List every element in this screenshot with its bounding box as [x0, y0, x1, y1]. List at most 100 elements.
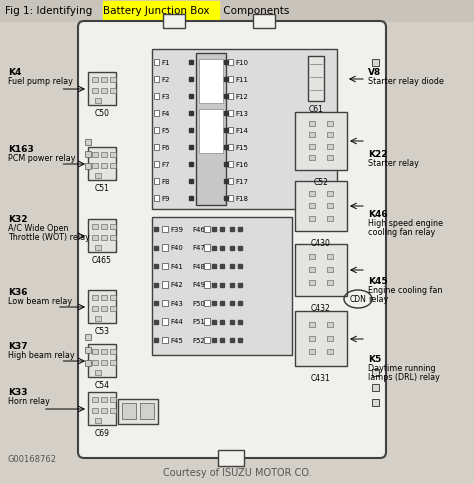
Bar [154, 178, 159, 184]
Bar [327, 268, 333, 272]
Bar [253, 15, 275, 29]
Text: K37: K37 [8, 341, 27, 350]
Bar [95, 317, 101, 321]
Bar [228, 127, 234, 133]
Bar [92, 408, 98, 413]
Bar [295, 311, 347, 366]
Bar [92, 397, 98, 402]
Bar [310, 156, 315, 161]
Bar [162, 337, 168, 343]
Bar [204, 244, 210, 251]
Bar [196, 54, 226, 206]
Bar [228, 144, 234, 150]
Bar [162, 300, 168, 306]
Text: F17: F17 [235, 179, 248, 184]
Bar [308, 57, 324, 102]
Text: F40: F40 [170, 245, 183, 251]
Text: F51: F51 [192, 319, 205, 325]
Bar [163, 15, 185, 29]
Text: relay: relay [368, 294, 388, 303]
Text: F16: F16 [235, 162, 248, 167]
Bar [110, 78, 116, 83]
Bar [110, 306, 116, 311]
Bar [204, 226, 210, 232]
Bar [310, 191, 315, 196]
Bar [92, 164, 98, 168]
Text: Battery Junction Box: Battery Junction Box [103, 6, 210, 16]
Bar [88, 392, 116, 425]
Bar [101, 306, 107, 311]
Text: F3: F3 [161, 94, 170, 100]
Bar [85, 151, 91, 158]
Bar [228, 60, 234, 65]
Text: F2: F2 [161, 77, 169, 83]
Bar [101, 397, 107, 402]
Text: C50: C50 [94, 109, 109, 118]
Text: Courtesy of ISUZU MOTOR CO.: Courtesy of ISUZU MOTOR CO. [163, 467, 311, 477]
Bar [101, 295, 107, 301]
Bar [162, 281, 168, 288]
Bar [92, 89, 98, 94]
Text: High speed engine: High speed engine [368, 219, 443, 227]
Text: K4: K4 [8, 68, 21, 77]
Bar [110, 89, 116, 94]
Bar [327, 349, 333, 354]
Text: K32: K32 [8, 214, 27, 224]
Bar [85, 334, 91, 340]
Text: F50: F50 [192, 301, 205, 306]
Text: F1: F1 [161, 60, 170, 66]
Bar [228, 110, 234, 116]
Text: F44: F44 [170, 319, 183, 325]
Text: Throttle (WOT) relay: Throttle (WOT) relay [8, 232, 90, 242]
Bar [154, 60, 159, 65]
Text: Low beam relay: Low beam relay [8, 296, 72, 305]
Text: F7: F7 [161, 162, 170, 167]
Text: K163: K163 [8, 145, 34, 154]
Bar [372, 399, 379, 406]
Text: F42: F42 [170, 282, 183, 288]
Bar [204, 281, 210, 288]
Text: PCM power relay: PCM power relay [8, 154, 75, 163]
Text: F52: F52 [192, 337, 205, 343]
Text: F49: F49 [192, 282, 205, 288]
Text: C431: C431 [311, 373, 331, 382]
Text: A/C Wide Open: A/C Wide Open [8, 224, 69, 232]
Text: F12: F12 [235, 94, 248, 100]
Text: K46: K46 [368, 210, 388, 219]
Bar [92, 78, 98, 83]
Text: C465: C465 [92, 256, 112, 264]
Text: K45: K45 [368, 276, 388, 286]
Bar [110, 360, 116, 365]
Bar [327, 156, 333, 161]
Bar [162, 263, 168, 270]
Bar [327, 322, 333, 327]
Bar [118, 399, 158, 424]
Bar [310, 216, 315, 221]
Text: C52: C52 [314, 178, 328, 187]
Text: C430: C430 [311, 239, 331, 247]
Bar [154, 127, 159, 133]
Text: C51: C51 [94, 183, 109, 193]
Bar [327, 336, 333, 341]
Bar [228, 178, 234, 184]
Bar [310, 322, 315, 327]
Text: F6: F6 [161, 145, 170, 151]
Bar [310, 268, 315, 272]
Bar [152, 50, 337, 210]
Bar [372, 384, 379, 391]
Bar [101, 78, 107, 83]
Text: F9: F9 [161, 196, 170, 201]
Bar [95, 174, 101, 179]
Bar [310, 121, 315, 126]
Text: F8: F8 [161, 179, 170, 184]
Bar [101, 349, 107, 354]
Text: Starter relay diode: Starter relay diode [368, 77, 444, 86]
Text: F45: F45 [170, 337, 183, 343]
Bar [101, 236, 107, 241]
Bar [95, 245, 101, 251]
Bar [0, 0, 474, 22]
Text: K36: K36 [8, 287, 27, 296]
Bar [92, 360, 98, 365]
Bar [199, 60, 223, 104]
Text: F14: F14 [235, 128, 248, 134]
